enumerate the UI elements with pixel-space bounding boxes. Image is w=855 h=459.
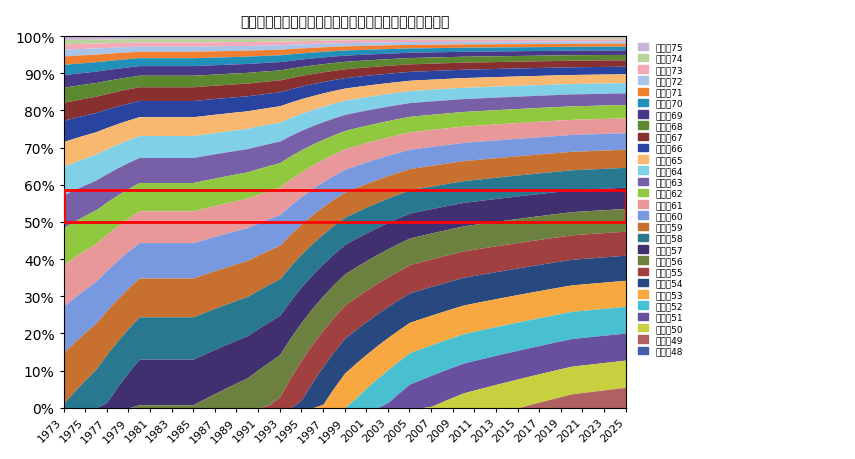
Title: 世代人口と大学進学率から計算した、大学進学者の分布: 世代人口と大学進学率から計算した、大学進学者の分布 (240, 15, 449, 29)
Legend: 偏差値75, 偏差値74, 偏差値73, 偏差値72, 偏差値71, 偏差値70, 偏差値69, 偏差値68, 偏差値67, 偏差値66, 偏差値65, 偏差値: 偏差値75, 偏差値74, 偏差値73, 偏差値72, 偏差値71, 偏差値70… (636, 41, 685, 358)
